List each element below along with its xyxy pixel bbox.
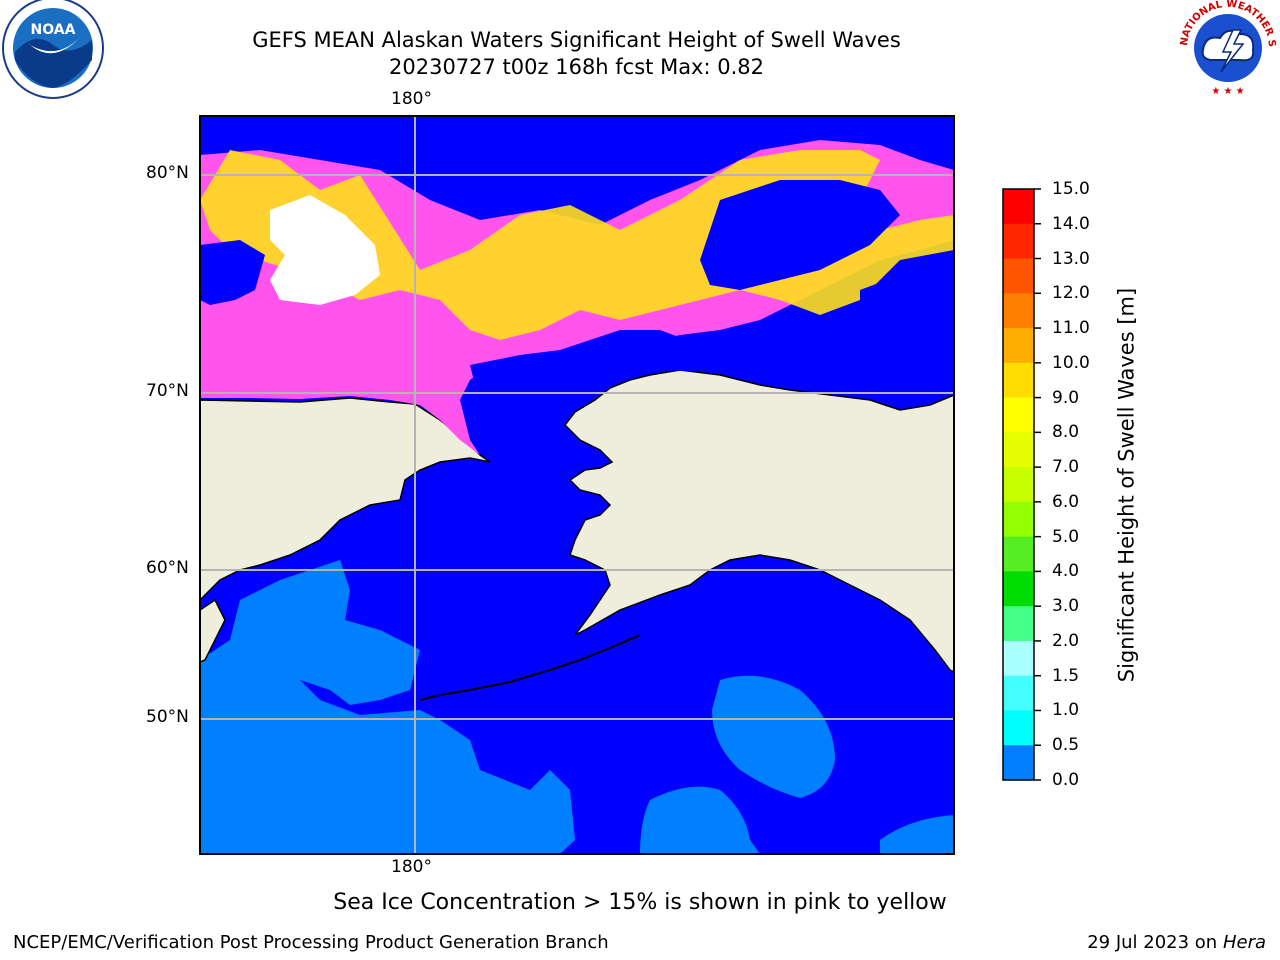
colorbar-tick-label: 9.0 [1052,387,1080,408]
chart-subtitle: 20230727 t00z 168h fcst Max: 0.82 [389,55,764,79]
colorbar-tick-label: 0.5 [1052,735,1080,756]
lon-label-bottom: 180° [391,857,432,877]
colorbar-frame [1002,188,1035,781]
colorbar-tick-label: 2.0 [1052,630,1080,651]
noaa-logo: NOAA [2,0,104,99]
open-water-blue-ne [700,180,900,290]
nws-logo: NATIONAL WEATHER SERVICE ★ ★ ★ [1175,0,1277,97]
colorbar-segment [1003,223,1034,260]
open-water-blue-east [860,270,954,335]
colorbar-tick-label: 5.0 [1052,526,1080,547]
colorbar-segment [1003,710,1034,746]
lon-label-top: 180° [391,89,432,109]
noaa-logo-text: NOAA [31,22,76,38]
colorbar-segment [1003,397,1034,433]
colorbar-segment [1003,571,1034,607]
colorbar-tick-label: 3.0 [1052,596,1080,617]
map-frame [199,115,955,855]
open-water-white [270,195,380,305]
colorbar-segment [1003,189,1034,225]
colorbar-tick-label: 11.0 [1052,318,1090,339]
colorbar-tick-label: 10.0 [1052,352,1090,373]
lat-label-80: 80°N [146,163,189,183]
colorbar-segment [1003,293,1034,329]
swell-region-west [200,560,575,854]
lat-label-50: 50°N [146,707,189,727]
colorbar-tick-label: 4.0 [1052,561,1080,582]
footer-date: 29 Jul 2023 on Hera [1087,932,1266,953]
swell-region-south [640,786,760,854]
colorbar-tick-label: 6.0 [1052,491,1080,512]
land-siberia-south [200,598,226,663]
colorbar-tick-label: 1.0 [1052,700,1080,721]
colorbar-tick-label: 8.0 [1052,422,1080,443]
open-water-blue-coast [470,330,954,398]
colorbar-segment [1003,362,1034,399]
colorbar-segment [1003,606,1034,642]
colorbar-tick-label: 12.0 [1052,283,1090,304]
lat-label-60: 60°N [146,558,189,578]
colorbar-tick-label: 7.0 [1052,457,1080,478]
swell-region-southeast [880,815,954,854]
sea-ice-note: Sea Ice Concentration > 15% is shown in … [333,890,947,915]
colorbar-tick-label: 15.0 [1052,179,1090,199]
lat-label-70: 70°N [146,381,189,401]
colorbar-segment [1003,745,1034,781]
colorbar-tick-label: 1.5 [1052,665,1080,686]
colorbar-segment [1003,675,1034,712]
land-alaska [564,369,954,673]
colorbar-segment [1003,258,1034,294]
colorbar-segment [1003,640,1034,677]
open-water-blue-north [200,240,265,305]
svg-text:★ ★ ★: ★ ★ ★ [1211,86,1244,97]
colorbar-tick-label: 0.0 [1052,770,1080,790]
colorbar-segment [1003,328,1034,364]
colorbar-label: Significant Height of Swell Waves [m] [1114,287,1139,683]
swell-region-central [712,675,835,798]
footer-credit: NCEP/EMC/Verification Post Processing Pr… [13,932,609,953]
colorbar-segment [1003,432,1034,468]
footer-date-text: 29 Jul 2023 on [1087,932,1223,953]
colorbar-tick-label: 14.0 [1052,213,1090,234]
colorbar-tick-label: 13.0 [1052,248,1090,269]
colorbar-segment [1003,467,1034,503]
colorbar-segment [1003,501,1034,538]
colorbar-segment [1003,536,1034,573]
land-siberia [200,397,491,602]
chart-title: GEFS MEAN Alaskan Waters Significant Hei… [252,28,901,52]
land-aleutians [419,634,641,701]
footer-host: Hera [1222,932,1266,953]
